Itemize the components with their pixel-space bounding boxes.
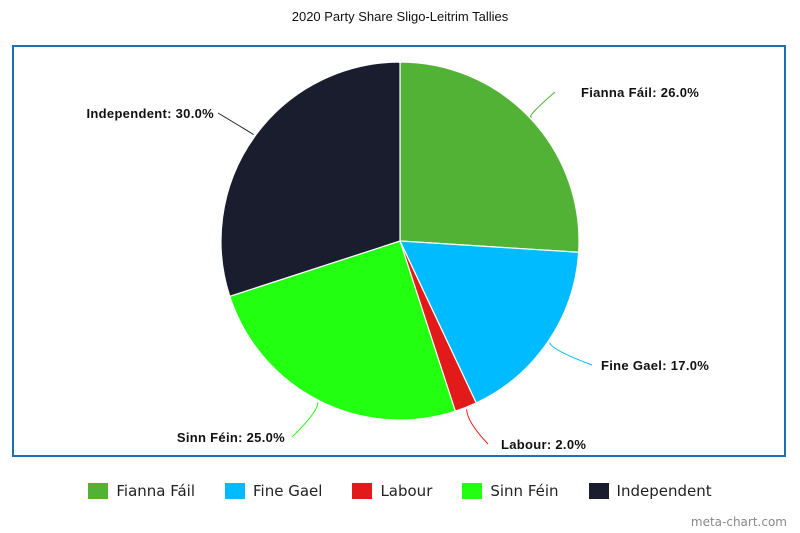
watermark: meta-chart.com — [690, 515, 787, 529]
leaders-layer — [217, 91, 593, 445]
pie-slice-sinn-fein — [229, 240, 457, 421]
legend-label-fianna-fail: Fianna Fáil — [116, 482, 196, 500]
legend-item-labour: Labour — [352, 482, 432, 500]
legend-label-sinn-fein: Sinn Féin — [490, 482, 559, 500]
legend-label-independent: Independent — [616, 482, 712, 500]
legend-item-independent: Independent — [588, 482, 712, 500]
legend-swatch-fine-gael — [225, 483, 246, 499]
data-label-fine-gael: Fine Gael: 17.0% — [601, 358, 709, 373]
leader-line-fine-gael — [549, 342, 593, 366]
pie-slice-independent — [220, 61, 401, 298]
pie-slice-fianna-fail — [399, 61, 580, 253]
chart-title: 2020 Party Share Sligo-Leitrim Tallies — [291, 9, 509, 24]
legend-label-labour: Labour — [380, 482, 433, 500]
legend: Fianna Fáil Fine Gael Labour Sinn Féin Indep… — [0, 482, 800, 500]
pie-slice-fine-gael — [399, 240, 580, 404]
labels-layer: Fianna Fáil: 26.0% Fine Gael: 17.0% Labour… — [87, 85, 709, 452]
legend-item-sinn-fein: Sinn Féin — [462, 482, 559, 500]
data-label-fianna-fail: Fianna Fáil: 26.0% — [581, 85, 699, 100]
legend-swatch-labour — [352, 483, 373, 499]
leader-line-labour — [466, 409, 489, 445]
legend-swatch-sinn-fein — [462, 483, 483, 499]
leader-line-independent — [217, 112, 254, 136]
leader-line-sinn-fein — [291, 402, 319, 438]
data-label-sinn-fein: Sinn Féin: 25.0% — [177, 430, 285, 445]
legend-item-fianna-fail: Fianna Fáil — [88, 482, 195, 500]
plot-frame — [12, 45, 786, 457]
slices-layer — [220, 61, 580, 421]
data-label-independent: Independent: 30.0% — [87, 106, 215, 121]
leader-line-fianna-fail — [530, 91, 556, 118]
legend-label-fine-gael: Fine Gael — [253, 482, 323, 500]
legend-swatch-independent — [588, 483, 609, 499]
legend-swatch-fianna-fail — [88, 483, 109, 499]
data-label-labour: Labour: 2.0% — [501, 437, 586, 452]
legend-item-fine-gael: Fine Gael — [225, 482, 322, 500]
